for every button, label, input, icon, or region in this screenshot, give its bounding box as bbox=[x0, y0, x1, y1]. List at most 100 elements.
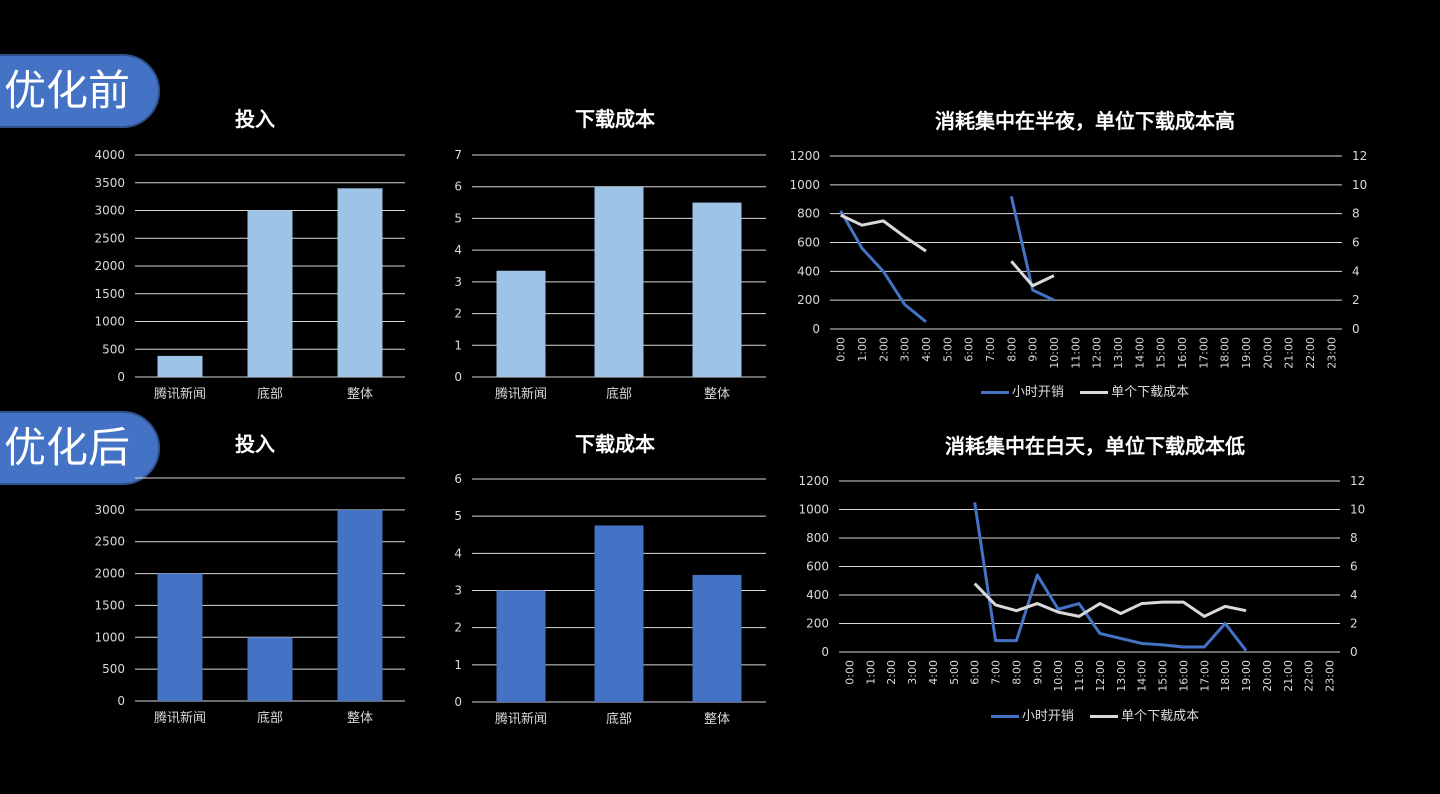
x-tick-label: 7:00 bbox=[990, 660, 1003, 685]
y-tick-label: 2 bbox=[454, 307, 462, 321]
x-tick-label: 16:00 bbox=[1176, 337, 1189, 369]
y-tick-label: 3 bbox=[454, 275, 462, 289]
chart-svg: 0 200 400 600 800 1000 1200 0 2 4 6 8 10 12 0:00 1:00 2:… bbox=[798, 474, 1365, 692]
before-cost-chart: 0 1 2 3 4 5 6 7 腾讯新闻 底部 整体 下载成本 bbox=[440, 103, 790, 413]
before-invest-chart: 0 500 1000 1500 2000 2500 3000 3500 4000 腾讯新闻 底部 整体… bbox=[85, 103, 425, 413]
x-tick-label: 1:00 bbox=[856, 337, 869, 362]
y-tick-label: 4 bbox=[454, 243, 462, 257]
bar bbox=[496, 590, 546, 702]
legend-swatch bbox=[980, 391, 1009, 394]
bar bbox=[157, 355, 203, 377]
after-cost-chart: 0 1 2 3 4 5 6 腾讯新闻 底部 整体 下载成本 bbox=[440, 428, 790, 738]
series-line bbox=[1010, 260, 1055, 288]
x-tick-label: 10:00 bbox=[1052, 660, 1065, 692]
bar bbox=[337, 188, 383, 377]
chart-title: 下载成本 bbox=[575, 107, 655, 131]
x-tick-label: 16:00 bbox=[1177, 660, 1190, 692]
y2-tick-label: 6 bbox=[1350, 560, 1358, 574]
x-tick-label: 8:00 bbox=[1005, 337, 1018, 362]
chart-title: 消耗集中在半夜，单位下载成本高 bbox=[935, 109, 1235, 133]
y2-tick-label: 0 bbox=[1350, 645, 1358, 659]
y-tick-label: 3500 bbox=[94, 176, 125, 190]
x-tick-label: 18:00 bbox=[1219, 660, 1232, 692]
x-tick-label: 21:00 bbox=[1282, 660, 1295, 692]
chart-svg: 0 500 1000 1500 2000 2500 3000 3500 4000 腾讯新闻 底部 整体 bbox=[94, 148, 405, 402]
bar bbox=[157, 573, 203, 701]
y-tick-label: 4000 bbox=[94, 148, 125, 162]
chart-svg: 0 1 2 3 4 5 6 7 腾讯新闻 底部 整体 bbox=[454, 148, 766, 402]
x-tick-label: 18:00 bbox=[1219, 337, 1232, 369]
y-tick-label: 0 bbox=[454, 370, 462, 384]
y-tick-label: 2 bbox=[454, 621, 462, 635]
y-tick-label: 800 bbox=[806, 531, 829, 545]
y2-tick-label: 10 bbox=[1350, 503, 1365, 517]
y2-tick-label: 8 bbox=[1350, 531, 1358, 545]
x-tick-label: 4:00 bbox=[927, 660, 940, 685]
y-tick-label: 5 bbox=[454, 211, 462, 225]
chart-legend: 小时开销 单个下载成本 bbox=[790, 705, 1400, 724]
x-tick-label: 腾讯新闻 bbox=[495, 386, 547, 402]
y-tick-label: 6 bbox=[454, 472, 462, 486]
x-tick-label: 6:00 bbox=[969, 660, 982, 685]
legend-item: 小时开销 bbox=[980, 385, 1064, 400]
y-tick-label: 200 bbox=[797, 293, 820, 307]
y2-tick-label: 12 bbox=[1350, 474, 1365, 488]
series-line bbox=[840, 213, 927, 253]
x-tick-label: 整体 bbox=[704, 387, 730, 402]
x-tick-label: 腾讯新闻 bbox=[154, 386, 206, 402]
y2-tick-label: 6 bbox=[1352, 236, 1360, 250]
y2-tick-label: 4 bbox=[1352, 264, 1360, 278]
y-tick-label: 600 bbox=[806, 560, 829, 574]
bar bbox=[247, 637, 293, 701]
x-tick-label: 整体 bbox=[347, 711, 373, 726]
y2-tick-label: 0 bbox=[1352, 322, 1360, 336]
y-tick-label: 4 bbox=[454, 546, 462, 560]
y-tick-label: 1200 bbox=[798, 474, 829, 488]
y2-tick-label: 8 bbox=[1352, 207, 1360, 221]
x-tick-label: 8:00 bbox=[1010, 660, 1023, 685]
y-tick-label: 200 bbox=[806, 617, 829, 631]
x-tick-label: 12:00 bbox=[1094, 660, 1107, 692]
chart-svg: 0 200 400 600 800 1000 1200 0 2 4 6 8 10 12 0:00 1:00 2:… bbox=[789, 149, 1367, 369]
chart-title: 下载成本 bbox=[575, 432, 655, 456]
y2-tick-label: 10 bbox=[1352, 178, 1367, 192]
x-tick-label: 10:00 bbox=[1048, 337, 1061, 369]
y2-tick-label: 2 bbox=[1352, 293, 1360, 307]
bar bbox=[692, 202, 742, 377]
x-tick-label: 15:00 bbox=[1155, 337, 1168, 369]
x-tick-label: 23:00 bbox=[1325, 337, 1338, 369]
x-tick-label: 底部 bbox=[257, 386, 283, 402]
y-tick-label: 0 bbox=[117, 694, 125, 708]
x-tick-label: 6:00 bbox=[963, 337, 976, 362]
x-tick-label: 12:00 bbox=[1091, 337, 1104, 369]
x-tick-label: 17:00 bbox=[1198, 660, 1211, 692]
bar bbox=[594, 525, 644, 702]
y-tick-label: 1 bbox=[454, 338, 462, 352]
x-tick-label: 4:00 bbox=[920, 337, 933, 362]
y-tick-label: 0 bbox=[117, 370, 125, 384]
x-tick-label: 13:00 bbox=[1115, 660, 1128, 692]
y-tick-label: 1 bbox=[454, 658, 462, 672]
chart-title: 投入 bbox=[235, 107, 275, 131]
bar bbox=[337, 509, 383, 701]
x-tick-label: 15:00 bbox=[1157, 660, 1170, 692]
y2-tick-label: 4 bbox=[1350, 588, 1358, 602]
x-tick-label: 1:00 bbox=[864, 660, 877, 685]
x-tick-label: 腾讯新闻 bbox=[154, 710, 206, 726]
x-tick-label: 7:00 bbox=[984, 337, 997, 362]
chart-title: 消耗集中在白天，单位下载成本低 bbox=[945, 434, 1245, 458]
legend-swatch bbox=[990, 715, 1019, 718]
y-tick-label: 800 bbox=[797, 207, 820, 221]
y-tick-label: 400 bbox=[797, 264, 820, 278]
y-tick-label: 1000 bbox=[789, 178, 820, 192]
y-tick-label: 1500 bbox=[94, 598, 125, 612]
y-tick-label: 3 bbox=[454, 584, 462, 598]
after-section-badge: 优化后 bbox=[0, 411, 160, 485]
x-tick-label: 整体 bbox=[704, 712, 730, 727]
y-tick-label: 500 bbox=[102, 342, 125, 356]
x-tick-label: 2:00 bbox=[885, 660, 898, 685]
x-tick-label: 腾讯新闻 bbox=[495, 711, 547, 727]
y-tick-label: 3000 bbox=[94, 204, 125, 218]
x-tick-label: 3:00 bbox=[899, 337, 912, 362]
x-tick-label: 11:00 bbox=[1073, 660, 1086, 692]
